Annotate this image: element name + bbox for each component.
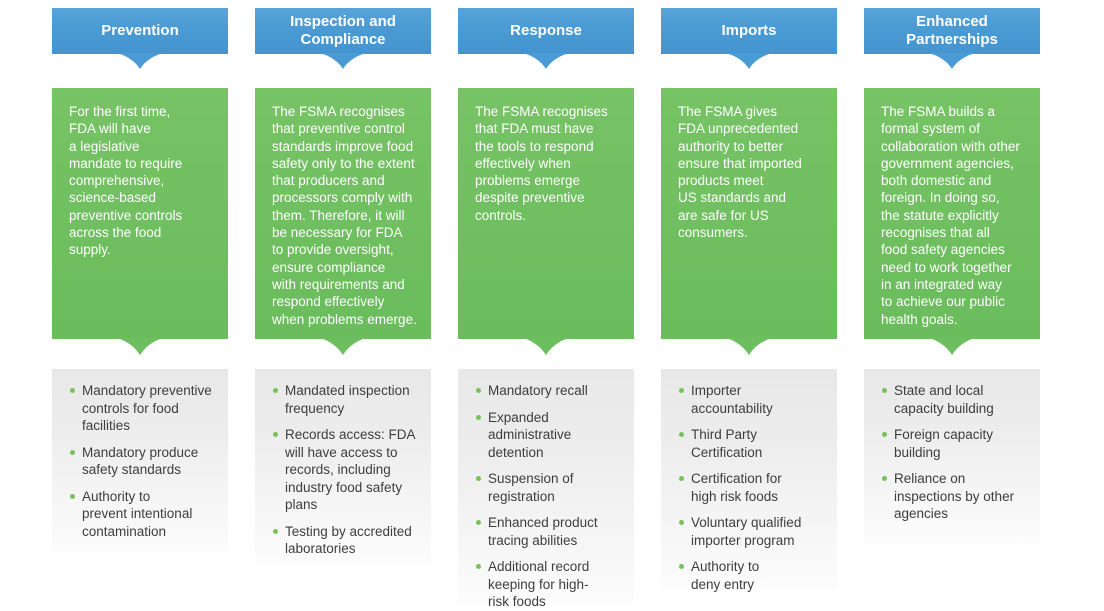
list-item-text: Suspension of registration [488,471,574,504]
list-item-text: Importer accountability [691,383,773,416]
list-item-text: Records access: FDA will have access to … [285,427,416,512]
column-description: The FSMA builds a formal system of colla… [881,104,1020,327]
column-description-box: The FSMA recognises that FDA must have t… [458,88,634,339]
column-header: Prevention [52,8,228,54]
bullet-icon [679,476,684,481]
column-description: The FSMA recognises that preventive cont… [272,104,417,327]
down-arrow-icon [320,53,366,69]
list-item-text: Mandatory produce safety standards [82,444,199,478]
list-item: Foreign capacity building [882,426,1032,461]
column-description-box: The FSMA recognises that preventive cont… [255,88,431,339]
bullet-icon [476,388,481,393]
list-item: Third Party Certification [679,426,829,461]
list-item-text: Additional record keeping for high- risk… [488,559,590,609]
column-bullet-list: Importer accountability Third Party Cert… [661,369,837,592]
down-arrow-icon [726,338,772,355]
column-description-box: For the first time, FDA will have a legi… [52,88,228,339]
list-item: Additional record keeping for high- risk… [476,558,626,611]
bullet-icon [679,388,684,393]
column-response: Response The FSMA recognises that FDA mu… [458,8,634,609]
column-header-label: Prevention [101,22,179,39]
list-item: Mandatory recall [476,382,626,400]
list-item: Mandatory preventive controls for food f… [70,382,220,435]
column-header: Enhanced Partnerships [864,8,1040,54]
bullet-icon [679,520,684,525]
bullet-icon [882,432,887,437]
column-description: For the first time, FDA will have a legi… [69,104,183,258]
bullet-icon [273,388,278,393]
list-item: Records access: FDA will have access to … [273,426,423,514]
down-arrow-icon [523,338,569,355]
column-bullet-list: State and local capacity building Foreig… [864,369,1040,543]
list-item-text: Authority to deny entry [691,559,760,592]
column-inspection-compliance: Inspection and Compliance The FSMA recog… [255,8,431,563]
list-item: Authority to prevent intentional contami… [70,488,220,541]
column-bullet-list: Mandatory preventive controls for food f… [52,369,228,553]
list-item-text: Testing by accredited laboratories [285,523,412,557]
column-header-label: Inspection and Compliance [290,13,396,48]
list-item: Suspension of registration [476,470,626,505]
column-header: Inspection and Compliance [255,8,431,54]
bullet-icon [476,564,481,569]
list-item: Authority to deny entry [679,558,829,593]
list-item-text: Reliance on inspections by other agencie… [894,471,1015,521]
list-item: Mandated inspection frequency [273,382,423,417]
column-header: Imports [661,8,837,54]
list-item-text: Expanded administrative detention [488,409,572,460]
column-header: Response [458,8,634,54]
list-item-text: Mandatory recall [488,383,588,398]
list-item: Voluntary qualified importer program [679,514,829,549]
list-item-text: State and local capacity building [894,383,994,416]
list-item: Importer accountability [679,382,829,417]
list-item-text: Third Party Certification [691,427,763,460]
column-description: The FSMA recognises that FDA must have t… [475,104,608,223]
bullet-icon [476,476,481,481]
column-bullet-list: Mandatory recall Expanded administrative… [458,369,634,609]
bullet-icon [882,388,887,393]
bullet-icon [679,564,684,569]
column-enhanced-partnerships: Enhanced Partnerships The FSMA builds a … [864,8,1040,543]
list-item-text: Mandatory preventive controls for food f… [82,383,212,433]
list-item-text: Authority to prevent intentional contami… [82,488,193,539]
down-arrow-icon [117,53,163,69]
down-arrow-icon [929,53,975,69]
list-item: Reliance on inspections by other agencie… [882,470,1032,523]
list-item: State and local capacity building [882,382,1032,417]
column-prevention: Prevention For the first time, FDA will … [52,8,228,553]
column-description-box: The FSMA builds a formal system of colla… [864,88,1040,339]
list-item-text: Mandated inspection frequency [285,383,410,416]
down-arrow-icon [929,338,975,355]
list-item-text: Certification for high risk foods [691,471,782,504]
list-item: Mandatory produce safety standards [70,444,220,479]
bullet-icon [476,520,481,525]
bullet-icon [882,476,887,481]
column-header-label: Imports [721,22,777,39]
down-arrow-icon [320,338,366,355]
list-item: Testing by accredited laboratories [273,523,423,558]
column-description-box: The FSMA gives FDA unprecedented authori… [661,88,837,339]
column-description: The FSMA gives FDA unprecedented authori… [678,104,802,241]
bullet-icon [679,432,684,437]
column-header-label: Enhanced Partnerships [906,13,998,48]
down-arrow-icon [726,53,772,69]
bullet-icon [70,449,75,455]
bullet-icon [476,414,481,420]
list-item: Enhanced product tracing abilities [476,514,626,549]
list-item: Certification for high risk foods [679,470,829,505]
column-header-label: Response [510,22,582,39]
bullet-icon [70,388,75,393]
column-bullet-list: Mandated inspection frequency Records ac… [255,369,431,563]
list-item-text: Enhanced product tracing abilities [488,515,598,548]
bullet-icon [273,528,278,534]
list-item: Expanded administrative detention [476,409,626,462]
column-imports: Imports The FSMA gives FDA unprecedented… [661,8,837,592]
bullet-icon [70,493,75,499]
list-item-text: Voluntary qualified importer program [691,515,802,548]
down-arrow-icon [117,338,163,355]
bullet-icon [273,432,278,437]
list-item-text: Foreign capacity building [894,427,994,460]
down-arrow-icon [523,53,569,69]
